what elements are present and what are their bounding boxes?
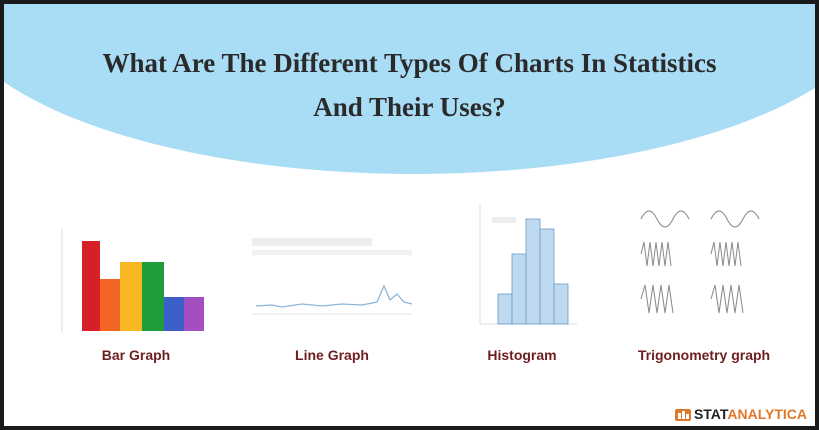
- logo-text: ANALYTICA: [727, 406, 807, 422]
- title-line: And Their Uses?: [313, 92, 506, 122]
- panel-caption: Histogram: [487, 347, 557, 363]
- title-line: What Are The Different Types Of Charts I…: [102, 48, 717, 78]
- panel-caption: Trigonometry graph: [637, 347, 771, 363]
- histogram-illustration: [479, 204, 577, 325]
- bar-graph-illustration: [61, 229, 204, 333]
- panel-caption: Bar Graph: [101, 347, 171, 363]
- logo: STATANALYTICA: [674, 406, 807, 422]
- trigonometry-illustration: [640, 210, 760, 314]
- panel-caption: Line Graph: [295, 347, 369, 363]
- logo-text: STAT: [693, 406, 728, 422]
- logo-icon: [674, 409, 691, 421]
- line-graph-illustration: [252, 238, 413, 315]
- header-background: [4, 4, 815, 174]
